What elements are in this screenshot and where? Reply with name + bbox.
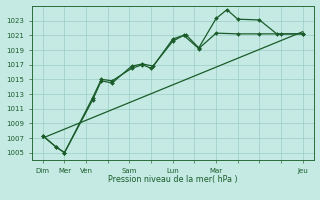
X-axis label: Pression niveau de la mer( hPa ): Pression niveau de la mer( hPa ) [108, 175, 238, 184]
